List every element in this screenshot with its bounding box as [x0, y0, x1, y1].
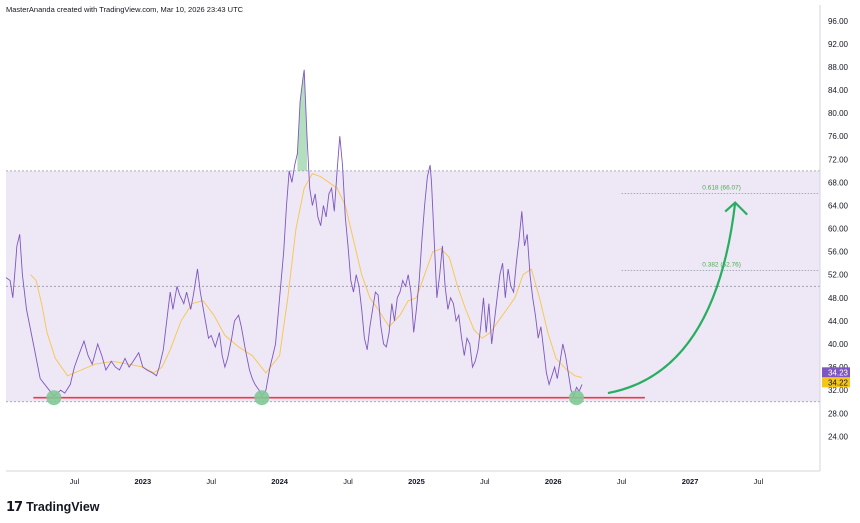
y-tick-label: 48.00	[828, 294, 849, 303]
y-tick-label: 96.00	[828, 17, 849, 26]
y-tick-label: 44.00	[828, 317, 849, 326]
y-tick-label: 60.00	[828, 225, 849, 234]
y-tick-label: 84.00	[828, 86, 849, 95]
axes-frame	[6, 5, 821, 472]
y-tick-label: 32.00	[828, 386, 849, 395]
x-tick-label: Jul	[70, 477, 80, 486]
x-tick-label: 2025	[408, 477, 425, 486]
y-tick-label: 72.00	[828, 155, 849, 164]
y-tick-label: 40.00	[828, 340, 849, 349]
series-lines	[5, 69, 583, 398]
arrow-shaft	[607, 202, 737, 395]
y-tick-label: 80.00	[828, 109, 849, 118]
brand-name: TradingView	[26, 500, 100, 514]
badge-bg	[822, 367, 850, 378]
x-tick-label: Jul	[206, 477, 216, 486]
y-tick-label: 68.00	[828, 178, 849, 187]
x-tick-label: Jul	[343, 477, 353, 486]
x-tick-label: Jul	[617, 477, 627, 486]
fib-label: 0.382 (52.76)	[702, 261, 741, 268]
y-tick-label: 92.00	[828, 40, 849, 49]
x-tick-label: Jul	[480, 477, 490, 486]
low-marker	[568, 390, 584, 406]
x-tick-label: 2024	[271, 477, 289, 486]
tradingview-mark-icon: 17	[6, 499, 23, 515]
fib-label: 0.618 (66.07)	[702, 185, 741, 192]
badge-bg	[822, 377, 850, 388]
band-fill	[6, 170, 820, 402]
tradingview-logo[interactable]: 17 TradingView	[6, 498, 100, 516]
chart-attribution: MasterAnanda created with TradingView.co…	[6, 5, 244, 14]
x-axis: Jul 2023 Jul 2024 Jul 2025 Jul 2026 Jul 2027 Jul	[70, 477, 764, 486]
signal-line	[30, 173, 583, 378]
low-markers	[46, 390, 584, 406]
arrow-head	[724, 201, 748, 216]
fibonacci-levels: 0.618 (66.07) 0.382 (52.76)	[621, 185, 820, 271]
y-tick-label: 76.00	[828, 132, 849, 141]
low-marker	[46, 390, 62, 406]
y-tick-label: 64.00	[828, 201, 849, 210]
projection-arrow	[607, 201, 748, 395]
badge-label: 34.23	[828, 368, 849, 377]
x-tick-label: 2026	[545, 477, 562, 486]
overbought-fill	[297, 69, 307, 171]
overbought-oversold-band	[6, 170, 820, 402]
y-tick-label: 24.00	[828, 432, 849, 441]
y-tick-label: 88.00	[828, 63, 849, 72]
y-tick-label: 28.00	[828, 409, 849, 418]
low-marker	[254, 390, 270, 406]
badge-label: 34.22	[828, 378, 849, 387]
oscillator-line	[5, 69, 583, 398]
y-tick-label: 52.00	[828, 271, 849, 280]
x-tick-label: 2023	[134, 477, 151, 486]
y-tick-label: 56.00	[828, 248, 849, 257]
x-tick-label: Jul	[754, 477, 764, 486]
x-tick-label: 2027	[682, 477, 699, 486]
